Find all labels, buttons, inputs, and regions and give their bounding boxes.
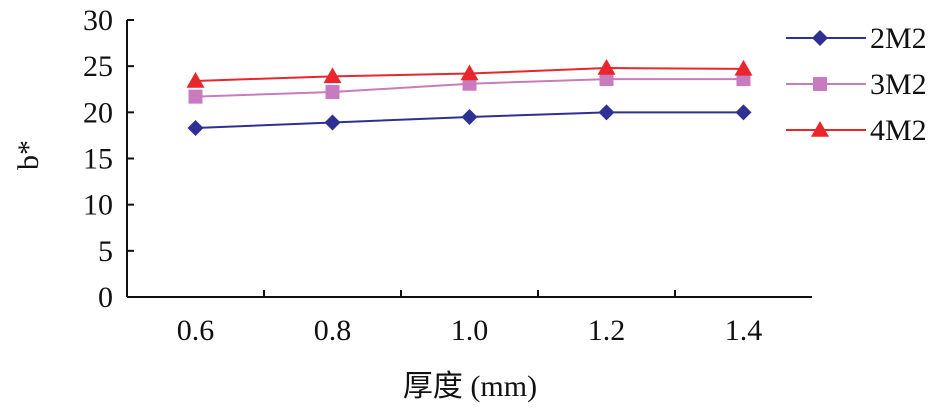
- y-tick-label: 25: [83, 50, 113, 83]
- legend-label: 3M2: [870, 68, 927, 101]
- data-point: [597, 59, 616, 75]
- series-layer: [186, 59, 753, 137]
- legend-marker: [811, 121, 829, 137]
- legend-label: 4M2: [870, 114, 927, 147]
- x-tick-label: 1.0: [451, 314, 489, 347]
- x-tick-label: 1.2: [588, 314, 626, 347]
- legend: 2M2 3M2 4M2: [786, 22, 927, 147]
- y-tick-label: 15: [83, 143, 113, 176]
- series-4M2: [186, 59, 753, 88]
- x-tick-label: 0.8: [314, 314, 352, 347]
- data-point: [598, 104, 615, 121]
- legend-item-3M2: 3M2: [786, 68, 927, 101]
- y-axis-title: b*: [12, 140, 45, 170]
- x-tick-label: 0.6: [177, 314, 215, 347]
- axes: 0 5 10 15 20 25 30 0.6 0.8 1.0 1.2 1.4: [83, 4, 812, 347]
- y-tick-label: 20: [83, 96, 113, 129]
- legend-marker: [812, 30, 828, 46]
- data-point: [187, 120, 204, 137]
- series-2M2: [187, 104, 752, 137]
- x-tick-label: 1.4: [725, 314, 763, 347]
- y-tick-label: 5: [98, 235, 113, 268]
- data-point: [188, 89, 203, 104]
- data-point: [461, 108, 478, 125]
- data-point: [324, 114, 341, 131]
- y-tick-label: 30: [83, 4, 113, 37]
- data-point: [735, 104, 752, 121]
- legend-item-2M2: 2M2: [786, 22, 927, 55]
- series-3M2: [188, 72, 751, 104]
- data-point: [460, 64, 479, 81]
- data-point: [734, 59, 753, 76]
- data-point: [599, 72, 614, 87]
- legend-item-4M2: 4M2: [786, 114, 927, 147]
- data-point: [323, 67, 342, 84]
- x-axis-title: 厚度 (mm): [403, 370, 537, 403]
- legend-label: 2M2: [870, 22, 927, 55]
- data-point: [325, 85, 340, 100]
- data-point: [186, 71, 205, 88]
- legend-marker: [813, 77, 827, 91]
- y-tick-label: 10: [83, 189, 113, 222]
- y-tick-label: 0: [98, 281, 113, 314]
